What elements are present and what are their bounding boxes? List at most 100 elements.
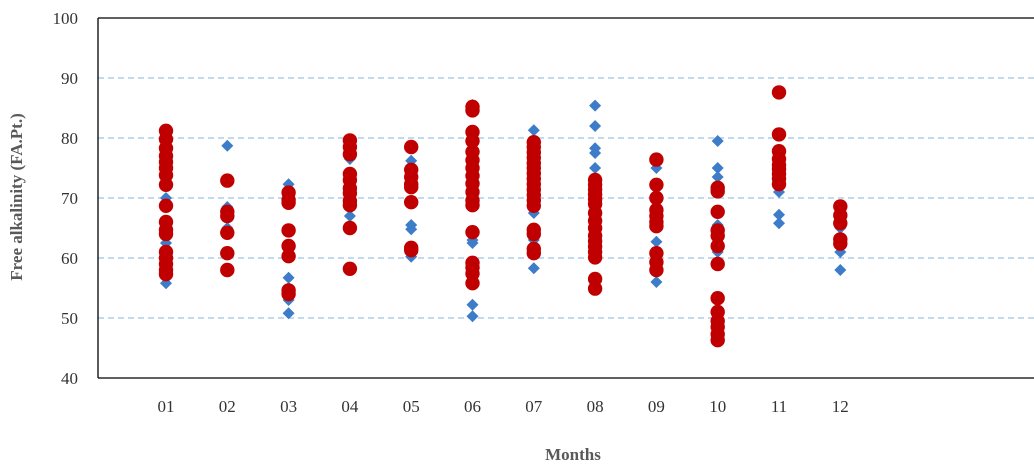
circle-point xyxy=(649,177,664,192)
y-tick-label-100: 100 xyxy=(53,9,79,28)
circle-point xyxy=(649,190,664,206)
circle-point xyxy=(220,225,235,240)
circle-point xyxy=(771,127,787,142)
y-tick-labels: 40 50 60 70 80 90 100 xyxy=(53,9,79,388)
circle-point xyxy=(465,225,480,240)
diamond-point xyxy=(466,298,479,311)
diamond-point xyxy=(834,264,847,276)
circle-point xyxy=(220,173,235,188)
y-tick-label-80: 80 xyxy=(61,129,78,148)
diamond-point xyxy=(589,162,602,174)
x-tick-label-12: 12 xyxy=(832,397,849,416)
x-tick-label-04: 04 xyxy=(341,397,359,416)
circle-point xyxy=(710,333,725,348)
diamond-point xyxy=(650,235,663,248)
y-tick-label-40: 40 xyxy=(61,369,78,388)
circle-point xyxy=(404,243,419,258)
x-tick-label-02: 02 xyxy=(219,397,236,416)
circle-point xyxy=(526,246,541,261)
diamond-point xyxy=(711,171,724,183)
diamond-point xyxy=(711,162,724,174)
circle-point xyxy=(587,250,603,265)
diamond-point xyxy=(650,276,663,288)
x-tick-label-01: 01 xyxy=(158,397,175,416)
circle-point xyxy=(342,220,358,236)
series-diamonds xyxy=(160,99,847,323)
axes xyxy=(97,17,1034,379)
circle-point xyxy=(158,177,174,192)
circle-point xyxy=(158,226,174,242)
x-tick-label-08: 08 xyxy=(587,397,604,416)
circle-point xyxy=(833,216,848,231)
x-tick-labels: 01 02 03 04 05 06 07 08 09 10 11 12 xyxy=(158,397,849,416)
circle-point xyxy=(465,276,480,291)
circle-point xyxy=(158,198,174,213)
circle-point xyxy=(404,139,419,155)
diamond-point xyxy=(405,223,418,236)
gridlines xyxy=(98,77,1034,319)
diamond-point xyxy=(466,237,479,249)
circle-point xyxy=(220,246,235,261)
circle-point xyxy=(281,286,296,302)
circle-point xyxy=(649,152,664,167)
circle-point xyxy=(465,133,480,149)
circle-point xyxy=(465,103,480,118)
x-tick-label-11: 11 xyxy=(771,397,787,416)
circle-point xyxy=(342,198,358,213)
x-axis-label: Months xyxy=(545,445,601,464)
circle-point xyxy=(404,180,419,195)
y-tick-label-50: 50 xyxy=(61,309,78,328)
x-tick-label-06: 06 xyxy=(464,397,481,416)
diamond-point xyxy=(589,120,602,132)
circle-point xyxy=(281,223,296,238)
x-tick-label-07: 07 xyxy=(525,397,543,416)
y-tick-label-90: 90 xyxy=(61,69,78,88)
circle-point xyxy=(710,238,725,254)
diamond-point xyxy=(711,135,724,147)
circle-point xyxy=(526,226,541,242)
circle-point xyxy=(342,261,358,276)
circle-point xyxy=(281,195,296,210)
circle-point xyxy=(710,291,725,306)
circle-point xyxy=(710,228,725,243)
x-tick-label-09: 09 xyxy=(648,397,665,416)
diamond-point xyxy=(343,210,356,222)
circle-point xyxy=(833,236,848,251)
circle-point xyxy=(649,262,664,278)
diamond-point xyxy=(466,310,479,323)
circle-point xyxy=(281,238,296,254)
circle-point xyxy=(158,267,174,282)
y-tick-label-70: 70 xyxy=(61,189,78,208)
circle-point xyxy=(771,85,787,100)
circle-point xyxy=(710,204,725,219)
circle-point xyxy=(220,262,235,278)
circle-point xyxy=(281,249,296,264)
diamond-point xyxy=(221,139,234,152)
diamond-point xyxy=(527,124,540,137)
x-tick-label-10: 10 xyxy=(709,397,726,416)
y-axis-label: Free alkalinity (FA.Pt.) xyxy=(7,113,26,280)
diamond-point xyxy=(282,307,295,320)
diamond-point xyxy=(589,99,602,112)
circle-point xyxy=(710,256,725,272)
diamond-point xyxy=(773,217,785,230)
diamond-point xyxy=(773,208,785,221)
circle-point xyxy=(465,198,480,213)
series-circles xyxy=(158,85,848,348)
x-tick-label-05: 05 xyxy=(403,397,420,416)
circle-point xyxy=(220,208,235,224)
circle-point xyxy=(526,198,541,213)
circle-point xyxy=(342,147,358,162)
diamond-point xyxy=(589,147,602,159)
circle-point xyxy=(771,177,787,192)
y-tick-label-60: 60 xyxy=(61,249,78,268)
x-tick-label-03: 03 xyxy=(280,397,297,416)
diamond-point xyxy=(527,262,540,275)
circle-point xyxy=(404,195,419,210)
circle-point xyxy=(587,281,603,296)
diamond-point xyxy=(282,271,295,284)
circle-point xyxy=(710,184,725,199)
circle-point xyxy=(649,219,664,234)
